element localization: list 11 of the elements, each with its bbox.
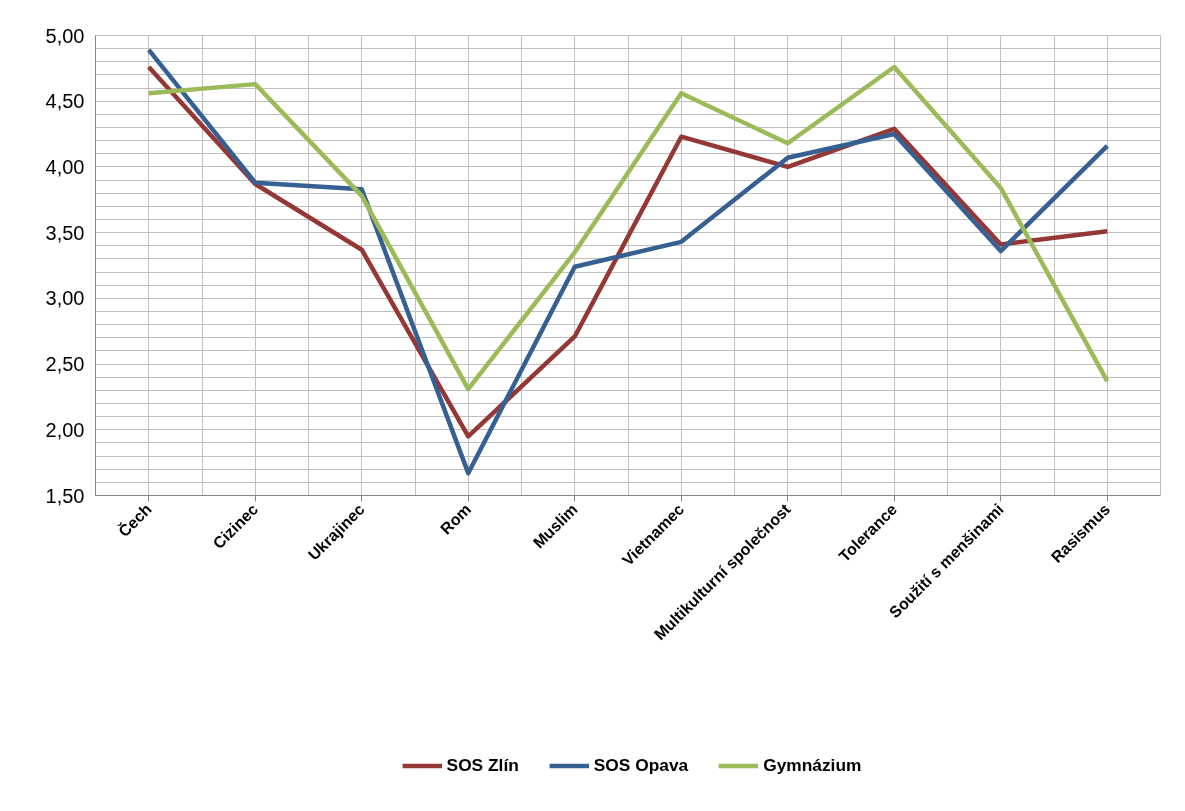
y-tick-label: 3,00 bbox=[45, 287, 85, 310]
y-tick-label: 1,50 bbox=[45, 484, 85, 507]
y-tick-label: 2,00 bbox=[45, 418, 85, 441]
y-tick-label: 5,00 bbox=[45, 24, 85, 47]
y-tick-label: 2,50 bbox=[45, 353, 85, 376]
y-tick-label: 4,00 bbox=[45, 155, 85, 178]
y-tick-label: 3,50 bbox=[45, 221, 85, 244]
legend-label: Gymnázium bbox=[763, 754, 862, 776]
legend-label: SOS Opava bbox=[593, 754, 689, 776]
legend-label: SOS Zlín bbox=[446, 754, 519, 776]
y-tick-label: 4,50 bbox=[45, 90, 85, 113]
